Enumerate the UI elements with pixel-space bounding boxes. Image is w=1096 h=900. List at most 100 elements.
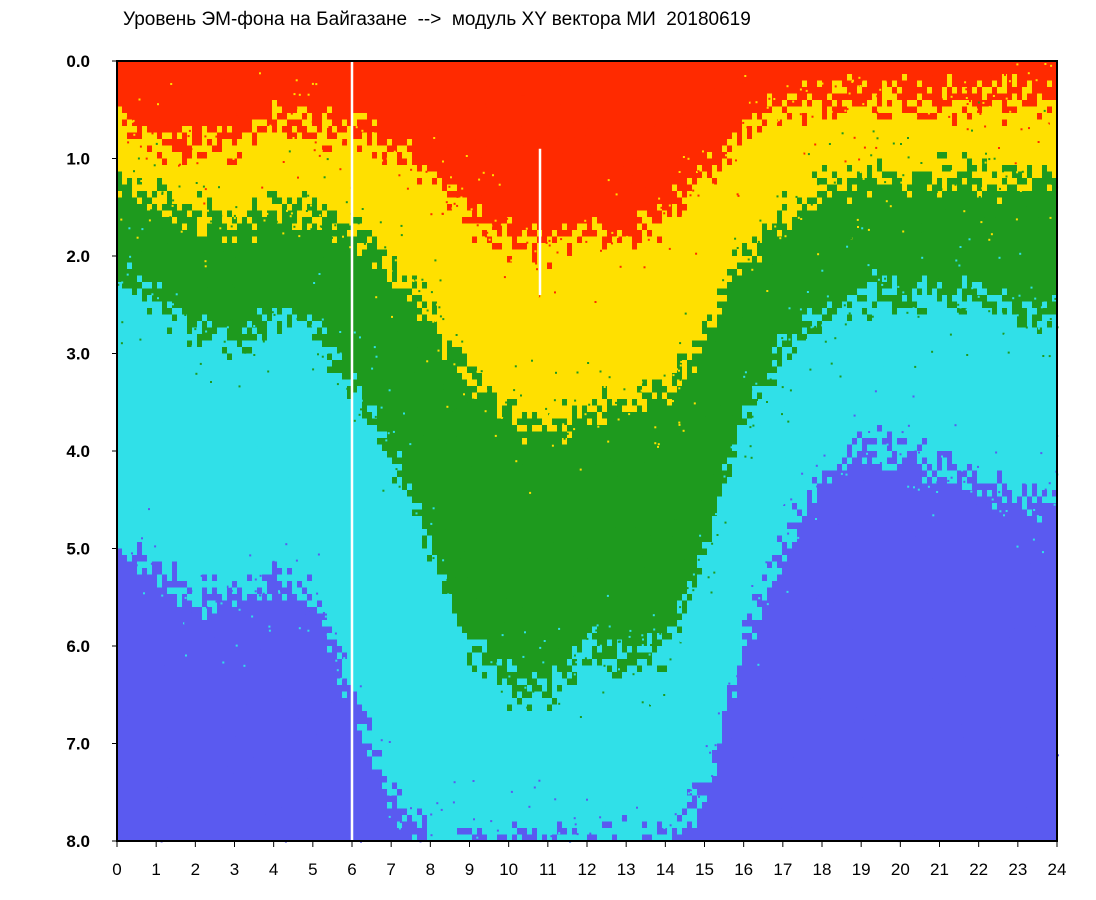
heatmap-cell bbox=[657, 834, 663, 842]
heatmap-cell bbox=[617, 243, 623, 400]
heatmap-speck bbox=[958, 744, 961, 747]
heatmap-cell bbox=[592, 405, 598, 413]
heatmap-speck bbox=[730, 446, 733, 449]
heatmap-speck bbox=[839, 195, 842, 198]
heatmap-cell bbox=[747, 412, 753, 419]
heatmap-speck bbox=[923, 229, 926, 232]
heatmap-speck bbox=[936, 604, 939, 607]
heatmap-cell bbox=[252, 327, 258, 335]
heatmap-speck bbox=[380, 406, 383, 409]
heatmap-speck bbox=[257, 790, 260, 793]
heatmap-cell bbox=[537, 685, 543, 692]
heatmap-cell bbox=[447, 594, 453, 842]
heatmap-speck bbox=[367, 116, 370, 119]
heatmap-speck bbox=[802, 377, 805, 380]
heatmap-cell bbox=[707, 542, 713, 783]
heatmap-speck bbox=[1048, 741, 1051, 744]
heatmap-speck bbox=[380, 739, 383, 742]
heatmap-speck bbox=[795, 195, 798, 198]
heatmap-cell bbox=[292, 230, 298, 315]
heatmap-cell bbox=[357, 61, 363, 114]
heatmap-speck bbox=[361, 456, 364, 459]
heatmap-speck bbox=[527, 184, 530, 187]
heatmap-speck bbox=[602, 295, 605, 298]
heatmap-speck bbox=[1027, 72, 1030, 75]
heatmap-speck bbox=[204, 250, 207, 253]
heatmap-speck bbox=[528, 805, 531, 808]
heatmap-speck bbox=[1028, 531, 1031, 534]
heatmap-speck bbox=[417, 345, 420, 348]
heatmap-cell bbox=[137, 561, 143, 575]
heatmap-speck bbox=[828, 637, 831, 640]
heatmap-cell bbox=[702, 802, 708, 842]
heatmap-speck bbox=[400, 177, 403, 180]
heatmap-speck bbox=[467, 106, 470, 109]
heatmap-speck bbox=[963, 823, 966, 826]
heatmap-speck bbox=[345, 421, 348, 423]
heatmap-speck bbox=[850, 627, 853, 630]
heatmap-speck bbox=[646, 130, 649, 133]
heatmap-speck bbox=[191, 324, 193, 327]
heatmap-speck bbox=[858, 177, 861, 180]
heatmap-cell bbox=[897, 438, 903, 445]
heatmap-speck bbox=[397, 331, 400, 334]
heatmap-cell bbox=[612, 659, 618, 673]
heatmap-speck bbox=[917, 668, 920, 671]
heatmap-speck bbox=[948, 646, 951, 649]
heatmap-speck bbox=[961, 354, 964, 357]
heatmap-speck bbox=[318, 462, 321, 464]
heatmap-cell bbox=[152, 561, 158, 842]
heatmap-cell bbox=[1007, 165, 1013, 172]
heatmap-cell bbox=[857, 288, 863, 296]
heatmap-speck bbox=[678, 171, 681, 173]
heatmap-speck bbox=[875, 146, 878, 149]
heatmap-cell bbox=[772, 386, 778, 556]
heatmap-speck bbox=[1027, 382, 1030, 385]
heatmap-speck bbox=[988, 670, 991, 673]
heatmap-speck bbox=[320, 149, 323, 152]
heatmap-cell bbox=[987, 295, 993, 302]
heatmap-cell bbox=[727, 477, 733, 686]
heatmap-speck bbox=[496, 616, 499, 619]
heatmap-cell bbox=[397, 464, 403, 471]
heatmap-cell bbox=[1002, 503, 1008, 842]
heatmap-speck bbox=[872, 656, 875, 659]
heatmap-cell bbox=[677, 217, 683, 354]
heatmap-speck bbox=[1017, 277, 1020, 280]
heatmap-speck bbox=[1042, 558, 1045, 561]
heatmap-speck bbox=[352, 302, 355, 305]
heatmap-speck bbox=[259, 594, 262, 597]
heatmap-speck bbox=[674, 80, 677, 83]
heatmap-cell bbox=[457, 61, 463, 198]
heatmap-speck bbox=[701, 223, 704, 226]
heatmap-speck bbox=[165, 615, 168, 618]
heatmap-speck bbox=[521, 450, 524, 453]
heatmap-speck bbox=[726, 600, 729, 603]
heatmap-speck bbox=[885, 574, 888, 577]
heatmap-speck bbox=[727, 370, 730, 372]
heatmap-speck bbox=[436, 303, 439, 306]
heatmap-cell bbox=[277, 334, 283, 569]
heatmap-speck bbox=[388, 389, 391, 392]
heatmap-speck bbox=[954, 424, 957, 427]
heatmap-cell bbox=[747, 405, 753, 413]
heatmap-cell bbox=[797, 522, 803, 842]
heatmap-speck bbox=[397, 189, 400, 191]
heatmap-speck bbox=[884, 181, 887, 184]
heatmap-speck bbox=[308, 808, 311, 810]
heatmap-speck bbox=[709, 349, 712, 352]
heatmap-cell bbox=[427, 61, 433, 172]
heatmap-cell bbox=[847, 197, 853, 205]
heatmap-speck bbox=[632, 179, 635, 182]
heatmap-speck bbox=[1015, 218, 1018, 221]
heatmap-cell bbox=[442, 581, 448, 595]
heatmap-speck bbox=[237, 250, 240, 253]
heatmap-speck bbox=[381, 159, 384, 162]
heatmap-cell bbox=[912, 100, 918, 107]
heatmap-cell bbox=[152, 301, 158, 562]
heatmap-speck bbox=[568, 150, 571, 153]
heatmap-cell bbox=[512, 665, 518, 673]
heatmap-speck bbox=[335, 469, 338, 471]
heatmap-speck bbox=[1042, 768, 1045, 771]
heatmap-cell bbox=[552, 418, 558, 426]
